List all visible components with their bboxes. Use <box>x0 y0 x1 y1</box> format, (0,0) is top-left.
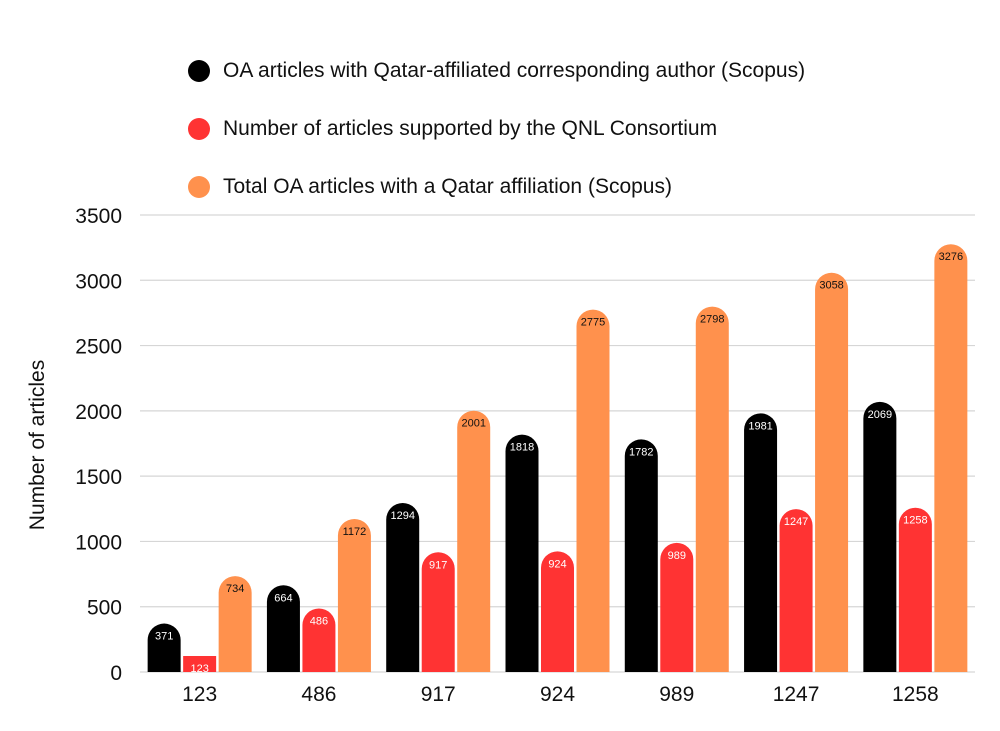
data-label: 3276 <box>939 251 963 263</box>
bar <box>744 413 778 672</box>
bar <box>779 509 813 672</box>
data-label: 1782 <box>629 446 653 458</box>
bars: 371 123 734 664 486 1172 1294 917 2001 1818 924 277… <box>147 244 968 675</box>
y-tick-label: 1500 <box>75 466 122 489</box>
y-tick-label: 2000 <box>75 401 122 424</box>
bar <box>421 552 455 672</box>
data-label: 1258 <box>903 515 927 527</box>
legend-label: Total OA articles with a Qatar affiliati… <box>223 175 672 198</box>
bar <box>541 551 574 672</box>
data-label: 734 <box>226 583 244 595</box>
legend-label: OA articles with Qatar-affiliated corres… <box>223 59 806 82</box>
y-axis-ticks: 0 500 1000 1500 2000 2500 3000 3500 <box>75 205 122 685</box>
bar <box>183 655 217 672</box>
bar <box>863 401 897 672</box>
data-label: 1247 <box>784 516 808 528</box>
data-label: 3058 <box>819 280 843 292</box>
bar <box>218 576 252 672</box>
data-label: 2798 <box>700 314 724 326</box>
data-label: 371 <box>155 631 173 643</box>
x-tick-label: 989 <box>659 683 694 706</box>
data-label: 989 <box>668 550 686 562</box>
x-axis-ticks: 123 486 917 924 989 1247 1258 <box>182 683 939 706</box>
x-tick-label: 486 <box>301 683 336 706</box>
data-label: 486 <box>310 616 328 628</box>
data-label: 917 <box>429 559 447 571</box>
bar <box>660 542 694 672</box>
data-label: 924 <box>548 558 566 570</box>
bar <box>505 434 539 672</box>
legend-swatch-orange <box>188 176 210 198</box>
legend-item-total-oa: Total OA articles with a Qatar affiliati… <box>188 158 805 216</box>
data-label: 123 <box>190 663 208 675</box>
bar <box>934 244 968 673</box>
legend-swatch-black <box>188 60 210 82</box>
bar <box>457 410 491 672</box>
bar <box>266 585 300 672</box>
y-tick-label: 1000 <box>75 531 122 554</box>
legend-item-corresponding-author: OA articles with Qatar-affiliated corres… <box>188 42 805 100</box>
legend-item-qnl-consortium: Number of articles supported by the QNL … <box>188 100 805 158</box>
bar <box>898 507 932 672</box>
data-label: 1172 <box>343 526 367 538</box>
data-label: 1294 <box>390 510 414 522</box>
bar <box>386 503 420 672</box>
y-tick-label: 0 <box>110 662 122 685</box>
data-label: 2775 <box>581 317 605 329</box>
x-tick-label: 1247 <box>773 683 820 706</box>
data-label: 1818 <box>510 442 534 454</box>
legend-swatch-red <box>188 118 210 140</box>
bar <box>337 518 371 672</box>
x-tick-label: 1258 <box>892 683 939 706</box>
data-label: 1981 <box>748 420 772 432</box>
bar <box>147 623 181 672</box>
x-tick-label: 123 <box>182 683 217 706</box>
x-tick-label: 917 <box>421 683 456 706</box>
data-label: 2069 <box>868 409 892 421</box>
bar <box>576 309 610 672</box>
y-tick-label: 2500 <box>75 336 122 359</box>
bar <box>815 272 849 672</box>
y-tick-label: 3500 <box>75 205 122 228</box>
data-label: 2001 <box>461 418 485 430</box>
bar <box>695 306 729 672</box>
legend-label: Number of articles supported by the QNL … <box>223 117 718 140</box>
y-axis-label: Number of articles <box>26 360 49 530</box>
chart-legend: OA articles with Qatar-affiliated corres… <box>188 42 805 216</box>
bar <box>302 608 336 672</box>
bar <box>624 439 658 672</box>
data-label: 664 <box>274 592 292 604</box>
x-tick-label: 924 <box>540 683 575 706</box>
y-tick-label: 500 <box>87 597 122 620</box>
y-tick-label: 3000 <box>75 270 122 293</box>
